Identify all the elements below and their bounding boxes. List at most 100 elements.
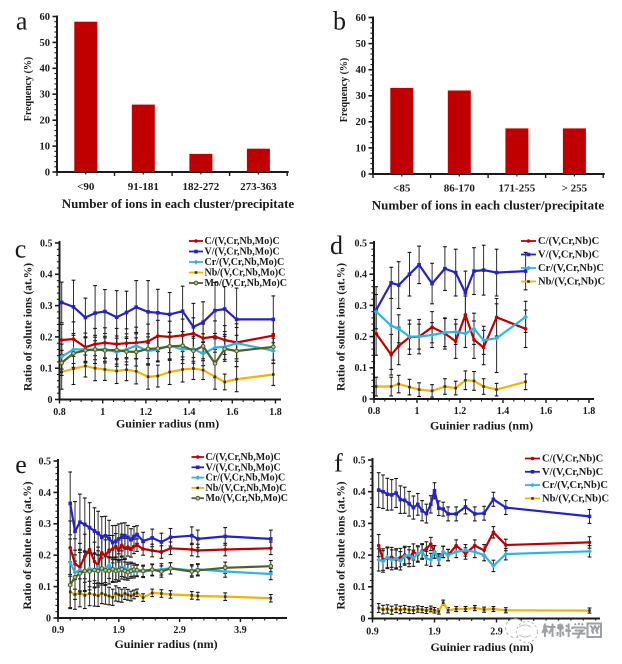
svg-text:40: 40 [356,65,367,76]
svg-text:1.4: 1.4 [183,407,196,418]
svg-text:Cr/(V,Cr,Nb,Mo)C: Cr/(V,Cr,Nb,Mo)C [206,473,286,484]
svg-text:Nb/(V,Cr,Nb)C: Nb/(V,Cr,Nb)C [538,277,605,288]
svg-text:Mo/(V,Cr,Nb,Mo)C: Mo/(V,Cr,Nb,Mo)C [206,493,289,504]
svg-text:0.1: 0.1 [39,582,52,593]
svg-text:Nb/(V,Cr,Nb)C: Nb/(V,Cr,Nb)C [542,493,609,504]
svg-text:273-363: 273-363 [240,181,277,193]
svg-text:V/(V,Cr,Nb)C: V/(V,Cr,Nb)C [538,250,599,261]
svg-text:Guinier radius (nm): Guinier radius (nm) [114,637,217,651]
svg-text:<85: <85 [393,183,411,195]
svg-text:30: 30 [40,90,51,101]
svg-text:Mo/(V,Cr,Nb,Mo)C: Mo/(V,Cr,Nb,Mo)C [205,278,288,289]
svg-text:0: 0 [48,395,53,406]
svg-text:Number of ions in each cluster: Number of ions in each cluster/precipita… [62,196,295,211]
svg-text:Nb/(V,Cr,Nb,Mo)C: Nb/(V,Cr,Nb,Mo)C [205,268,286,279]
svg-text:0.1: 0.1 [40,364,53,375]
svg-text:C/(V,Cr,Nb)C: C/(V,Cr,Nb)C [538,236,599,247]
svg-text:<90: <90 [77,181,95,193]
svg-text:10: 10 [40,141,51,152]
svg-text:60: 60 [40,12,51,23]
svg-text:1.9: 1.9 [428,627,441,638]
svg-text:Guinier radius (nm): Guinier radius (nm) [430,419,533,433]
svg-text:0.5: 0.5 [355,238,368,249]
svg-text:Cr/(V,Cr,Nb)C: Cr/(V,Cr,Nb)C [542,480,608,491]
svg-text:1.8: 1.8 [583,406,596,417]
svg-text:V/(V,Cr,Nb,Mo)C: V/(V,Cr,Nb,Mo)C [205,247,280,258]
svg-text:0.8: 0.8 [53,407,66,418]
svg-text:Guinier radius (nm): Guinier radius (nm) [430,640,533,654]
svg-text:0.3: 0.3 [40,301,53,312]
svg-text:V/(V,Cr,Nb,Mo)C: V/(V,Cr,Nb,Mo)C [206,462,281,473]
svg-text:d: d [330,231,343,260]
svg-text:0.3: 0.3 [355,301,368,312]
svg-text:0.1: 0.1 [353,582,366,593]
svg-text:50: 50 [356,39,367,50]
svg-text:0.8: 0.8 [368,406,381,417]
svg-text:171-255: 171-255 [499,183,536,195]
svg-text:20: 20 [40,116,51,127]
svg-text:0.1: 0.1 [355,363,368,374]
svg-text:Ratio of solute ions (at.%): Ratio of solute ions (at.%) [336,481,348,609]
svg-text:Frequency (%): Frequency (%) [23,57,34,122]
svg-text:f: f [334,449,343,478]
svg-text:40: 40 [40,64,51,75]
svg-text:0.2: 0.2 [353,551,366,562]
svg-text:0: 0 [46,613,51,624]
svg-text:0.3: 0.3 [39,519,52,530]
svg-text:0.4: 0.4 [40,270,53,281]
svg-text:1.6: 1.6 [226,407,239,418]
svg-text:0: 0 [361,614,366,625]
svg-text:C/(V,Cr,Nb,Mo)C: C/(V,Cr,Nb,Mo)C [205,236,280,247]
svg-text:0.4: 0.4 [353,487,366,498]
svg-text:2.9: 2.9 [173,625,186,636]
svg-text:0.5: 0.5 [40,238,53,249]
svg-text:0.9: 0.9 [366,627,379,638]
svg-text:3.9: 3.9 [234,625,247,636]
svg-text:1: 1 [100,407,105,418]
svg-text:1.8: 1.8 [269,407,282,418]
svg-text:10: 10 [356,143,367,154]
svg-text:1.2: 1.2 [454,406,467,417]
svg-text:2.9: 2.9 [490,627,503,638]
svg-text:0: 0 [362,394,367,405]
svg-text:Guinier radius (nm): Guinier radius (nm) [116,417,219,431]
svg-text:0.5: 0.5 [353,455,366,466]
svg-text:1.9: 1.9 [113,625,126,636]
svg-text:91-181: 91-181 [128,181,159,193]
svg-text:C/(V,Cr,Nb)C: C/(V,Cr,Nb)C [542,454,603,465]
svg-text:0.2: 0.2 [40,332,53,343]
svg-text:Cr/(V,Cr,Nb,Mo)C: Cr/(V,Cr,Nb,Mo)C [205,257,285,268]
svg-text:Ratio of solute ions (at.%): Ratio of solute ions (at.%) [22,263,34,391]
svg-text:182-272: 182-272 [183,181,220,193]
svg-text:60: 60 [356,13,367,24]
svg-text:V/(V,Cr,Nb)C: V/(V,Cr,Nb)C [542,467,603,478]
svg-text:0.3: 0.3 [353,519,366,530]
svg-text:a: a [16,7,28,36]
svg-text:C/(V,Cr,Nb,Mo)C: C/(V,Cr,Nb,Mo)C [206,452,281,463]
svg-text:> 255: > 255 [562,183,588,195]
svg-text:Nb/(V,Cr,Nb,Mo)C: Nb/(V,Cr,Nb,Mo)C [206,483,287,494]
svg-text:0.2: 0.2 [39,551,52,562]
svg-text:86-170: 86-170 [444,183,476,195]
svg-text:0: 0 [45,167,50,178]
svg-text:0: 0 [361,169,366,180]
svg-text:0.5: 0.5 [39,456,52,467]
svg-text:Number of ions in each cluster: Number of ions in each cluster/precipita… [372,198,605,213]
svg-text:Ratio of solute ions (at.%): Ratio of solute ions (at.%) [22,481,34,609]
svg-text:c: c [15,235,27,264]
svg-text:1.6: 1.6 [540,406,553,417]
svg-text:e: e [15,450,27,479]
svg-text:1.2: 1.2 [140,407,153,418]
svg-text:b: b [333,7,346,36]
svg-text:0.2: 0.2 [355,332,368,343]
svg-text:30: 30 [356,91,367,102]
svg-text:0.4: 0.4 [355,270,368,281]
svg-text:Frequency (%): Frequency (%) [339,58,350,123]
svg-text:1.4: 1.4 [497,406,510,417]
svg-text:20: 20 [356,117,367,128]
svg-text:Cr/(V,Cr,Nb)C: Cr/(V,Cr,Nb)C [538,263,604,274]
svg-text:50: 50 [40,38,51,49]
svg-text:0.9: 0.9 [52,625,65,636]
svg-text:1: 1 [415,406,420,417]
svg-text:0.4: 0.4 [39,488,52,499]
